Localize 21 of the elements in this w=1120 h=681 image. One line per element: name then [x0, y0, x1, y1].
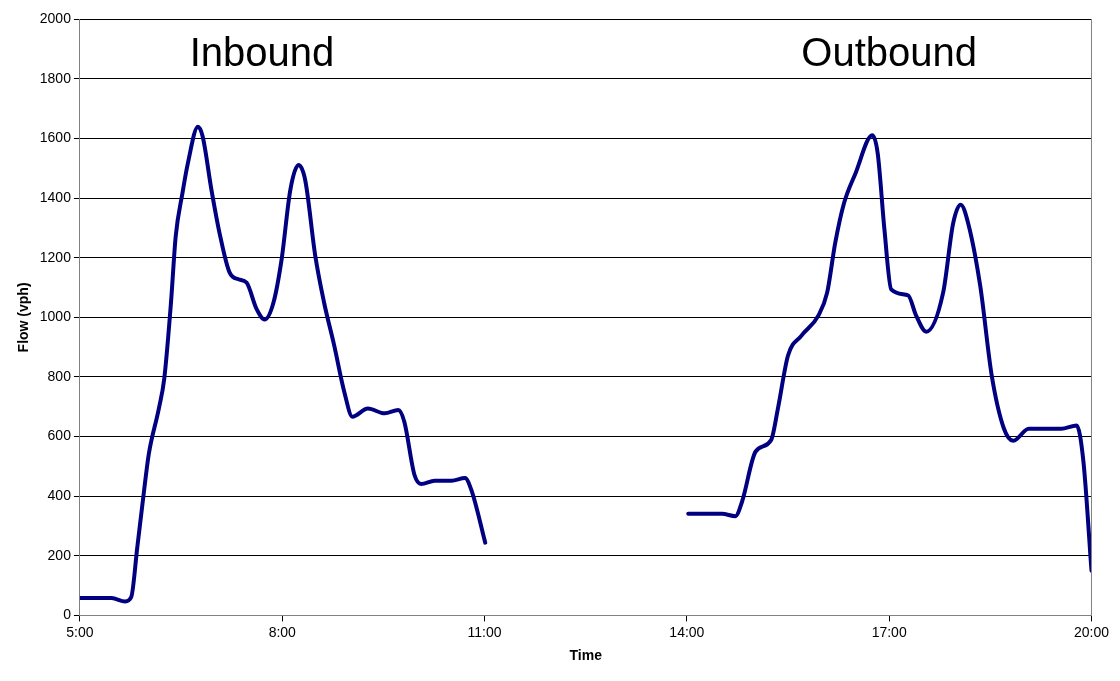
y-tick-label: 1000 — [39, 308, 72, 325]
y-tick-label: 1800 — [39, 69, 72, 86]
y-axis-title: Flow (vph) — [15, 282, 32, 353]
x-tick-label: 8:00 — [268, 623, 297, 640]
y-tick-label: 1400 — [39, 189, 72, 206]
y-tick-label: 400 — [47, 487, 72, 504]
y-tick-label: 1600 — [39, 129, 72, 146]
x-tick-label: 14:00 — [669, 623, 705, 640]
x-tick-label: 11:00 — [467, 623, 502, 640]
y-tick-label: 200 — [47, 546, 72, 563]
x-axis-title: Time — [569, 647, 603, 664]
annotation: Inbound — [189, 30, 335, 75]
y-tick-label: 1200 — [39, 248, 72, 265]
x-tick-label: 17:00 — [871, 623, 907, 640]
x-tick-label: 20:00 — [1073, 623, 1110, 640]
y-tick-label: 600 — [47, 427, 72, 444]
y-tick-label: 2000 — [39, 10, 72, 27]
y-tick-label: 0 — [63, 606, 72, 623]
y-tick-label: 800 — [47, 367, 72, 384]
x-tick-label: 5:00 — [66, 623, 94, 640]
annotation: Outbound — [801, 30, 978, 75]
